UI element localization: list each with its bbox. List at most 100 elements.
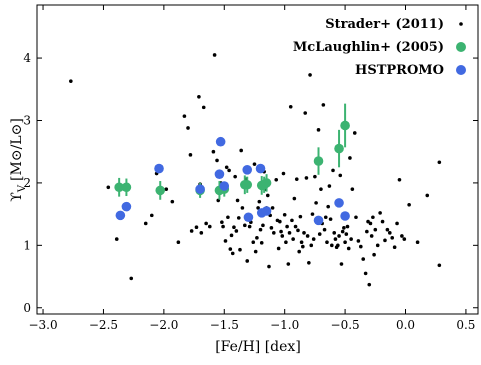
legend-marker-hstpromo (456, 65, 466, 75)
legend-marker-strader (459, 22, 463, 26)
strader-point (365, 230, 369, 234)
hstpromo-point (340, 211, 350, 221)
strader-point (231, 252, 235, 256)
strader-point (371, 215, 375, 219)
x-tick-label: −1.0 (270, 318, 299, 332)
strader-point (318, 232, 322, 236)
strader-point (177, 240, 181, 244)
mclaughlin-point (242, 180, 252, 190)
legend-label-strader: Strader+ (2011) (325, 17, 444, 32)
legend-label-hstpromo: HSTPROMO (355, 63, 444, 78)
strader-point (303, 111, 307, 115)
strader-point (272, 231, 276, 235)
svg-text:ϒV[M⊙/L⊙]: ϒV [M⊙/L⊙] (9, 118, 28, 202)
strader-point (326, 205, 330, 209)
strader-point (325, 240, 329, 244)
strader-point (288, 231, 292, 235)
y-tick-label: 4 (23, 51, 31, 65)
strader-point (283, 213, 287, 217)
strader-point (202, 106, 206, 110)
strader-point (245, 259, 249, 263)
x-tick-label: −1.5 (210, 318, 239, 332)
strader-point (274, 178, 278, 182)
strader-point (253, 162, 257, 166)
strader-point (376, 244, 380, 248)
strader-point (290, 219, 294, 223)
strader-point (296, 229, 300, 233)
mclaughlin-point (262, 178, 272, 188)
y-tick-label: 0 (23, 301, 31, 315)
strader-point (329, 217, 333, 221)
strader-point (233, 175, 237, 179)
hstpromo-point (242, 165, 252, 175)
mclaughlin-point (155, 186, 165, 196)
strader-point (285, 225, 289, 229)
strader-point (129, 277, 133, 281)
strader-point (224, 239, 228, 243)
strader-point (261, 224, 265, 228)
strader-point (302, 231, 306, 235)
strader-point (289, 105, 293, 109)
strader-point (197, 95, 201, 99)
strader-point (314, 201, 318, 205)
strader-point (212, 150, 216, 154)
strader-point (338, 174, 342, 178)
strader-point (386, 228, 390, 232)
strader-point (213, 53, 217, 57)
strader-point (239, 149, 243, 153)
strader-point (357, 239, 361, 243)
strader-point (300, 240, 304, 244)
strader-point (341, 230, 345, 234)
hstpromo-point (256, 164, 266, 174)
strader-point (255, 236, 259, 240)
strader-point (189, 153, 193, 157)
y-axis-label-symbol: ϒ (9, 192, 25, 202)
strader-point (280, 234, 284, 238)
strader-point (220, 220, 224, 224)
hstpromo-point (314, 216, 324, 226)
strader-point (309, 244, 313, 248)
strader-point (208, 225, 212, 229)
strader-point (346, 225, 350, 229)
strader-point (306, 234, 310, 238)
strader-point (215, 159, 219, 163)
strader-point (319, 187, 323, 191)
strader-point (287, 262, 291, 266)
strader-point (317, 128, 321, 132)
strader-point (322, 103, 326, 107)
strader-point (260, 241, 264, 245)
legend: Strader+ (2011) McLaughlin+ (2005) HSTPR… (293, 17, 466, 78)
strader-point (328, 184, 332, 188)
hstpromo-point (334, 198, 344, 208)
strader-point (390, 236, 394, 240)
strader-point (106, 185, 110, 189)
strader-point (227, 169, 231, 173)
mclaughlin-point (340, 121, 350, 131)
strader-point (307, 261, 311, 265)
strader-point (282, 172, 286, 176)
strader-point (266, 194, 270, 198)
y-axis-label: ϒV [M⊙/L⊙] (9, 118, 28, 202)
strader-point (221, 225, 225, 229)
x-tick-label: 0.5 (456, 318, 475, 332)
strader-point (115, 237, 119, 241)
strader-point (348, 156, 352, 160)
strader-point (383, 239, 387, 243)
hstpromo-point (122, 202, 132, 212)
strader-point (343, 240, 347, 244)
hstpromo-point (219, 181, 229, 191)
strader-point (370, 234, 374, 238)
strader-point (372, 253, 376, 257)
strader-point (342, 226, 346, 230)
strader-point (416, 240, 420, 244)
strader-point (351, 187, 355, 191)
strader-point (251, 240, 255, 244)
strader-point (144, 222, 148, 226)
strader-point (425, 194, 429, 198)
strader-point (369, 222, 373, 226)
legend-marker-mclaughlin (456, 42, 466, 52)
y-axis-label-units: [M⊙/L⊙] (9, 118, 25, 181)
strader-point (183, 114, 187, 118)
strader-point (200, 231, 204, 235)
strader-point (332, 231, 336, 235)
